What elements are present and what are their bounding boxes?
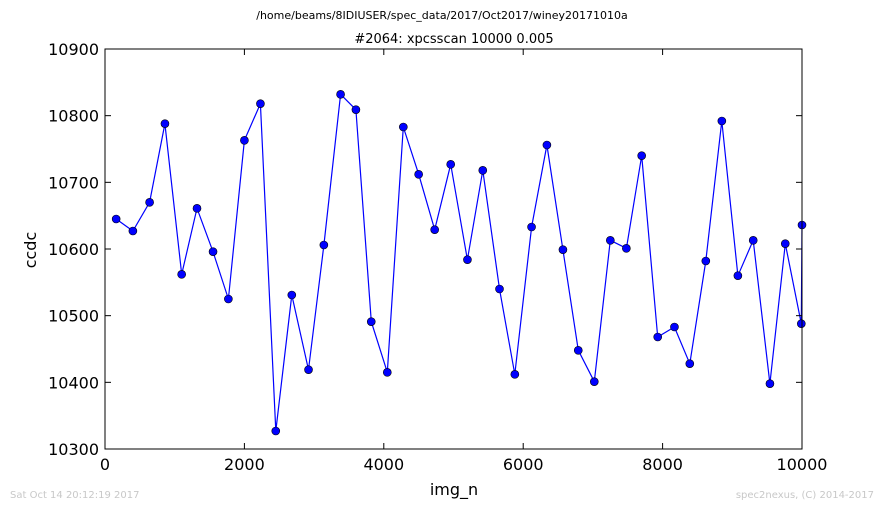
x-tick-label: 2000: [224, 455, 265, 474]
data-point: [573, 346, 583, 355]
figure-suptitle: /home/beams/8IDIUSER/spec_data/2017/Oct2…: [256, 9, 628, 22]
data-point: [527, 222, 536, 232]
data-point: [336, 90, 345, 99]
data-point: [430, 225, 439, 234]
y-tick-label: 10900: [48, 40, 99, 59]
data-point: [463, 255, 472, 264]
x-tick-label: 8000: [642, 455, 683, 474]
data-point: [637, 151, 646, 160]
data-point: [304, 365, 313, 374]
data-point: [765, 379, 775, 388]
data-point: [128, 226, 138, 236]
y-tick-label: 10500: [48, 307, 99, 326]
data-point: [224, 294, 233, 304]
data-point: [701, 256, 711, 266]
y-axis: 10300 10400 10500 10600 10700 10800 10900: [48, 40, 802, 459]
data-point: [478, 166, 488, 175]
data-point: [733, 271, 743, 280]
data-point: [351, 105, 361, 114]
data-point: [653, 332, 663, 342]
x-axis-label: img_n: [430, 480, 478, 500]
x-tick-label: 4000: [363, 455, 404, 474]
data-point: [717, 116, 727, 126]
data-point: [495, 284, 504, 294]
data-point: [366, 317, 376, 326]
plot-frame: [104, 48, 803, 450]
data-point: [542, 140, 552, 150]
plot-area: [104, 48, 807, 450]
data-point: [177, 270, 186, 279]
x-tick-label: 0: [100, 455, 110, 474]
footer-credit: spec2nexus, (C) 2014-2017: [736, 490, 874, 501]
x-tick-label: 10000: [777, 455, 828, 474]
data-point: [748, 236, 758, 245]
y-tick-label: 10700: [48, 173, 99, 192]
data-point: [446, 160, 456, 169]
series-line: [115, 92, 803, 432]
data-point: [780, 239, 790, 248]
data-point: [192, 204, 202, 213]
data-point: [319, 240, 329, 250]
data-point: [685, 359, 695, 368]
y-axis-label: ccdc: [21, 232, 40, 269]
data-point: [271, 426, 281, 436]
data-point: [287, 290, 297, 300]
footer-timestamp: Sat Oct 14 20:12:19 2017: [10, 490, 140, 501]
data-point: [797, 319, 806, 328]
data-point: [414, 170, 423, 179]
data-point: [558, 245, 568, 254]
data-point: [111, 214, 121, 224]
data-point: [622, 244, 631, 253]
y-tick-label: 10300: [48, 440, 99, 459]
data-point: [606, 236, 615, 245]
y-tick-label: 10400: [48, 373, 99, 392]
data-point: [670, 322, 679, 332]
data-point: [208, 247, 218, 256]
y-tick-label: 10800: [48, 107, 99, 126]
data-point: [589, 377, 599, 386]
data-point: [399, 122, 408, 132]
data-point: [510, 370, 520, 379]
data-point: [160, 119, 170, 128]
data-point: [240, 136, 249, 145]
series-layer: [111, 90, 807, 436]
data-point: [382, 368, 392, 377]
x-axis: 0 2000 4000 6000 8000 10000: [100, 49, 828, 474]
x-tick-label: 6000: [503, 455, 544, 474]
data-point: [145, 198, 154, 207]
y-tick-label: 10600: [48, 240, 99, 259]
chart-title: #2064: xpcsscan 10000 0.005: [354, 32, 553, 47]
data-point: [256, 99, 265, 108]
